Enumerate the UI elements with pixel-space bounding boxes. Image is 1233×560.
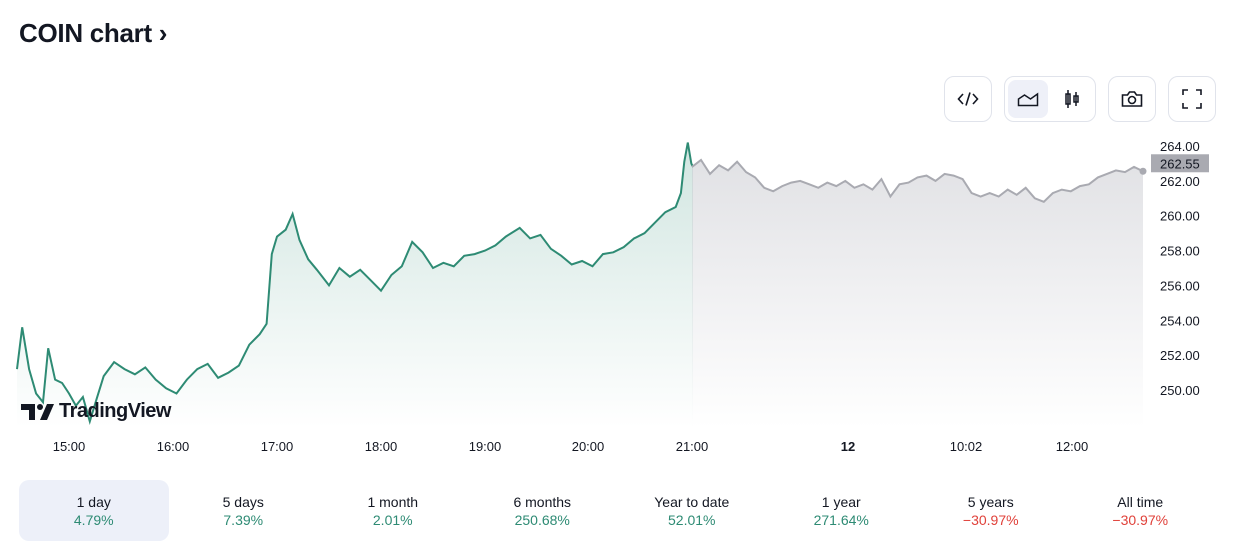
range-selector: 1 day 4.79% 5 days 7.39% 1 month 2.01% 6 month…: [19, 480, 1215, 541]
session-area: [17, 142, 693, 428]
range-tab-5-days[interactable]: 5 days 7.39%: [169, 480, 319, 541]
range-tab-5-years[interactable]: 5 years −30.97%: [916, 480, 1066, 541]
chart-type-toggle: [1004, 76, 1096, 122]
tradingview-logo[interactable]: TradingView: [21, 400, 171, 423]
area-chart-button[interactable]: [1008, 80, 1048, 118]
session-line: [16, 142, 694, 425]
x-tick-label: 21:00: [676, 439, 709, 454]
y-tick-label: 254.00: [1160, 313, 1200, 328]
y-tick-label: 256.00: [1160, 278, 1200, 293]
range-tab-1-month[interactable]: 1 month 2.01%: [318, 480, 468, 541]
chart-title-link[interactable]: COIN chart ›: [19, 18, 167, 49]
range-label: 1 day: [76, 494, 111, 510]
embed-code-icon: [948, 80, 988, 118]
candlestick-button[interactable]: [1052, 80, 1092, 118]
range-tab-year-to-date[interactable]: Year to date 52.01%: [617, 480, 767, 541]
extended-area: [692, 159, 1143, 428]
tradingview-logo-icon: [21, 403, 54, 420]
y-tick-label: 252.00: [1160, 348, 1200, 363]
page-title: COIN chart: [19, 18, 152, 48]
embed-button[interactable]: [944, 76, 992, 122]
x-tick-label: 12: [841, 439, 855, 454]
x-tick-label: 18:00: [365, 439, 398, 454]
range-change: 271.64%: [813, 512, 869, 528]
x-tick-label: 15:00: [53, 439, 86, 454]
x-tick-label: 20:00: [572, 439, 605, 454]
range-tab-all-time[interactable]: All time −30.97%: [1066, 480, 1216, 541]
range-change: 7.39%: [223, 512, 264, 528]
x-tick-label: 19:00: [469, 439, 502, 454]
chevron-right-icon: ›: [158, 18, 168, 48]
range-change: −30.97%: [962, 512, 1019, 528]
range-label: 5 days: [222, 494, 264, 510]
y-tick-label: 250.00: [1160, 383, 1200, 398]
x-tick-label: 17:00: [261, 439, 294, 454]
range-change: 2.01%: [372, 512, 413, 528]
candlestick-icon: [1067, 90, 1077, 108]
range-label: 6 months: [513, 494, 572, 510]
camera-icon: [1112, 80, 1152, 118]
y-tick-label: 258.00: [1160, 244, 1200, 259]
range-change: −30.97%: [1112, 512, 1169, 528]
range-change: 4.79%: [73, 512, 114, 528]
range-tab-6-months[interactable]: 6 months 250.68%: [468, 480, 618, 541]
area-chart-icon: [1017, 92, 1039, 107]
fullscreen-icon: [1172, 80, 1212, 118]
tradingview-wordmark: TradingView: [59, 400, 171, 422]
range-label: 1 month: [367, 494, 419, 510]
range-label: 5 years: [967, 494, 1014, 510]
range-label: Year to date: [654, 494, 730, 510]
last-price-label: 262.55: [1160, 156, 1200, 171]
range-label: 1 year: [821, 494, 861, 510]
range-tab-1-year[interactable]: 1 year 271.64%: [767, 480, 917, 541]
price-chart[interactable]: 264.00 262.00 260.00 258.00 256.00 254.00 252.…: [0, 125, 1233, 465]
y-tick-label: 262.00: [1160, 174, 1200, 189]
y-tick-label: 260.00: [1160, 209, 1200, 224]
range-tab-1-day[interactable]: 1 day 4.79%: [19, 480, 169, 541]
fullscreen-button[interactable]: [1168, 76, 1216, 122]
extended-line: [691, 158, 1144, 203]
x-tick-label: 12:00: [1056, 439, 1089, 454]
x-tick-label: 16:00: [157, 439, 190, 454]
range-change: 250.68%: [514, 512, 570, 528]
range-label: All time: [1117, 494, 1164, 510]
last-price-badge: [1151, 154, 1209, 173]
x-tick-label: 10:02: [950, 439, 983, 454]
last-price-dot: [1139, 167, 1147, 175]
y-tick-label: 264.00: [1160, 139, 1200, 154]
screenshot-button[interactable]: [1108, 76, 1156, 122]
range-change: 52.01%: [668, 512, 716, 528]
